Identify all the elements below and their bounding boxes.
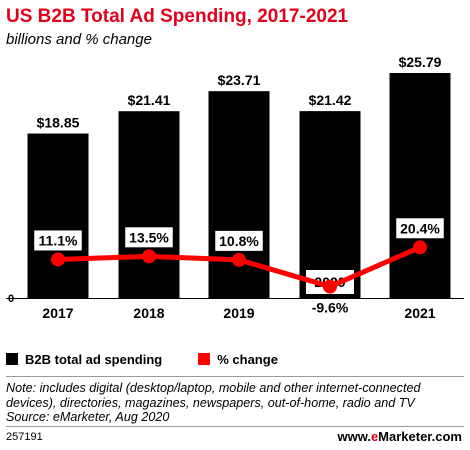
line-label-2017: 11.1% bbox=[39, 232, 78, 248]
bar-label-2021: $25.79 bbox=[399, 54, 442, 70]
chart-note: Note: includes digital (desktop/laptop, … bbox=[6, 381, 468, 425]
bar-label-2020: $21.42 bbox=[309, 92, 352, 108]
legend-swatch-change bbox=[198, 353, 211, 365]
divider-bottom bbox=[6, 426, 464, 427]
brand-accent: e bbox=[370, 429, 379, 444]
bar-2020 bbox=[299, 111, 361, 298]
chart-plot: 0$18.85$21.41$23.71$21.42$25.79201720182… bbox=[6, 54, 464, 321]
x-tick-label-2017: 2017 bbox=[42, 305, 73, 321]
line-point-2018 bbox=[142, 249, 156, 264]
chart-id: 257191 bbox=[6, 431, 43, 443]
x-tick-label-2019: 2019 bbox=[223, 305, 254, 321]
brand-suffix: Marketer.com bbox=[378, 429, 462, 444]
brand-prefix: www. bbox=[337, 429, 371, 444]
x-tick-label-2018: 2018 bbox=[133, 305, 164, 321]
line-label-2020: -9.6% bbox=[312, 300, 349, 316]
legend-item-spending: B2B total ad spending bbox=[6, 352, 162, 367]
line-point-2021 bbox=[413, 240, 427, 255]
legend-label-change: % change bbox=[217, 351, 278, 367]
bar-label-2018: $21.41 bbox=[128, 92, 171, 108]
chart-subtitle: billions and % change bbox=[6, 31, 152, 48]
line-label-bg-2018 bbox=[125, 227, 173, 248]
line-label-bg-2021 bbox=[396, 218, 444, 239]
x-tick-label-2021: 2021 bbox=[404, 305, 435, 321]
brand-logo[interactable]: www.eMarketer.com bbox=[337, 429, 462, 444]
legend-label-spending: B2B total ad spending bbox=[25, 351, 163, 367]
line-point-2017 bbox=[51, 252, 65, 267]
legend-item-change: % change bbox=[198, 352, 278, 367]
divider-top bbox=[6, 376, 464, 377]
line-label-2021: 20.4% bbox=[400, 220, 440, 236]
chart-legend: B2B total ad spending % change bbox=[6, 350, 314, 368]
note-text: Note: includes digital (desktop/laptop, … bbox=[6, 381, 421, 410]
line-label-2019: 10.8% bbox=[219, 233, 259, 249]
bar-2018 bbox=[118, 111, 180, 298]
line-label-2018: 13.5% bbox=[129, 229, 169, 245]
legend-swatch-spending bbox=[6, 353, 18, 365]
source-text: Source: eMarketer, Aug 2020 bbox=[6, 410, 170, 424]
line-label-bg-2017 bbox=[34, 230, 82, 251]
chart-title: US B2B Total Ad Spending, 2017-2021 bbox=[6, 6, 349, 27]
line-label-bg-2019 bbox=[215, 230, 263, 251]
bar-2021 bbox=[389, 73, 451, 298]
line-point-2020 bbox=[323, 279, 337, 294]
bar-2017 bbox=[27, 133, 89, 298]
line-point-2019 bbox=[232, 252, 246, 267]
bar-label-2019: $23.71 bbox=[218, 72, 261, 88]
bar-label-2017: $18.85 bbox=[37, 115, 80, 131]
